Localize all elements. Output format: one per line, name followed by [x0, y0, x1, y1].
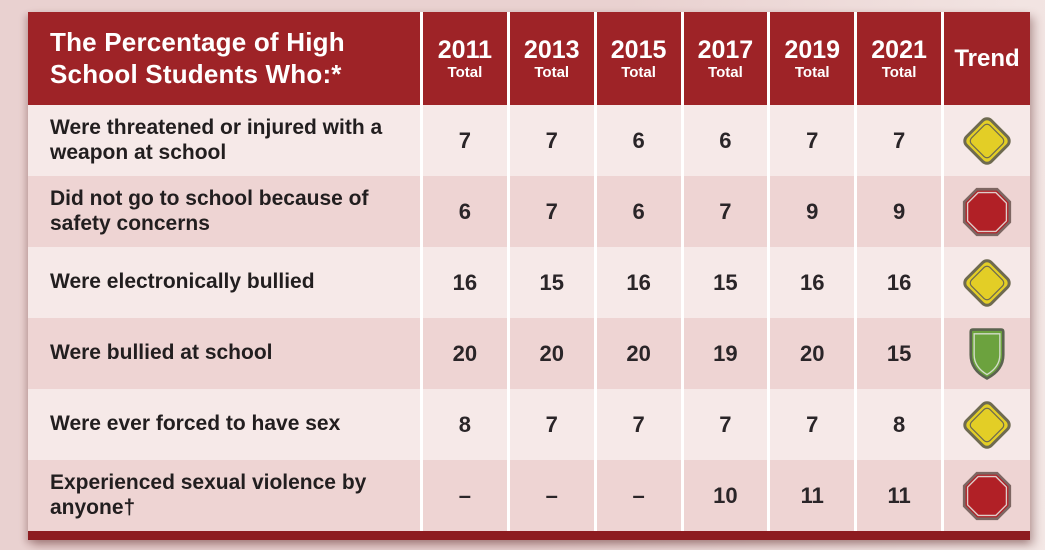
value-cell: 11: [770, 460, 855, 531]
value-cell: 8: [423, 389, 507, 460]
total-label: Total: [621, 63, 656, 81]
good-shield-icon: [969, 327, 1005, 380]
value-cell: 7: [509, 105, 594, 176]
total-label: Total: [447, 63, 483, 81]
trend-cell: [944, 318, 1030, 389]
total-label: Total: [708, 63, 743, 81]
row-label: Were electronically bullied: [28, 247, 420, 318]
value-cell: 7: [596, 389, 681, 460]
total-label: Total: [534, 63, 570, 81]
column-header-2017: 2017 Total: [683, 12, 768, 105]
column-header-trend: Trend: [944, 12, 1030, 105]
value-cell: 7: [423, 105, 507, 176]
year-label: 2011: [437, 35, 493, 64]
year-label: 2021: [871, 35, 927, 64]
row-label: Did not go to school because of safety c…: [28, 176, 420, 247]
value-cell: 8: [857, 389, 941, 460]
total-label: Total: [881, 63, 917, 81]
table-title: The Percentage of High School Students W…: [28, 12, 420, 105]
value-cell: 7: [857, 105, 941, 176]
caution-diamond-icon: [963, 400, 1011, 449]
value-cell: –: [596, 460, 681, 531]
year-label: 2015: [610, 35, 667, 64]
value-cell: –: [423, 460, 507, 531]
caution-diamond-icon: [963, 116, 1011, 165]
column-header-2011: 2011 Total: [423, 12, 507, 105]
value-cell: 6: [683, 105, 768, 176]
value-cell: –: [509, 460, 594, 531]
value-cell: 6: [596, 176, 681, 247]
value-cell: 15: [683, 247, 768, 318]
year-label: 2013: [523, 35, 580, 64]
row-label: Were threatened or injured with a weapon…: [28, 105, 420, 176]
value-cell: 20: [770, 318, 855, 389]
trend-cell: [944, 176, 1030, 247]
stop-octagon-icon: [962, 187, 1012, 236]
value-cell: 7: [683, 389, 768, 460]
caution-diamond-icon: [963, 258, 1011, 307]
bottom-accent-bar: [28, 531, 1030, 540]
value-cell: 7: [509, 389, 594, 460]
column-header-2019: 2019 Total: [770, 12, 855, 105]
row-label: Experienced sexual violence by anyone†: [28, 460, 420, 531]
year-label: 2019: [784, 35, 841, 64]
column-header-2013: 2013 Total: [509, 12, 594, 105]
value-cell: 16: [770, 247, 855, 318]
column-header-2015: 2015 Total: [596, 12, 681, 105]
value-cell: 9: [857, 176, 941, 247]
total-label: Total: [794, 63, 830, 81]
trend-cell: [944, 460, 1030, 531]
value-cell: 6: [596, 105, 681, 176]
value-cell: 7: [509, 176, 594, 247]
column-header-2021: 2021 Total: [857, 12, 941, 105]
row-label: Were ever forced to have sex: [28, 389, 420, 460]
value-cell: 6: [423, 176, 507, 247]
trend-cell: [944, 105, 1030, 176]
percentage-table: The Percentage of High School Students W…: [28, 12, 1030, 540]
value-cell: 7: [770, 105, 855, 176]
value-cell: 11: [857, 460, 941, 531]
value-cell: 16: [423, 247, 507, 318]
trend-cell: [944, 247, 1030, 318]
value-cell: 20: [423, 318, 507, 389]
table-grid: The Percentage of High School Students W…: [28, 12, 1030, 531]
value-cell: 15: [857, 318, 941, 389]
stop-octagon-icon: [962, 471, 1012, 520]
value-cell: 19: [683, 318, 768, 389]
trend-cell: [944, 389, 1030, 460]
value-cell: 7: [770, 389, 855, 460]
year-label: 2017: [697, 35, 754, 64]
value-cell: 7: [683, 176, 768, 247]
value-cell: 16: [596, 247, 681, 318]
value-cell: 20: [596, 318, 681, 389]
value-cell: 9: [770, 176, 855, 247]
value-cell: 10: [683, 460, 768, 531]
row-label: Were bullied at school: [28, 318, 420, 389]
value-cell: 20: [509, 318, 594, 389]
value-cell: 15: [509, 247, 594, 318]
value-cell: 16: [857, 247, 941, 318]
